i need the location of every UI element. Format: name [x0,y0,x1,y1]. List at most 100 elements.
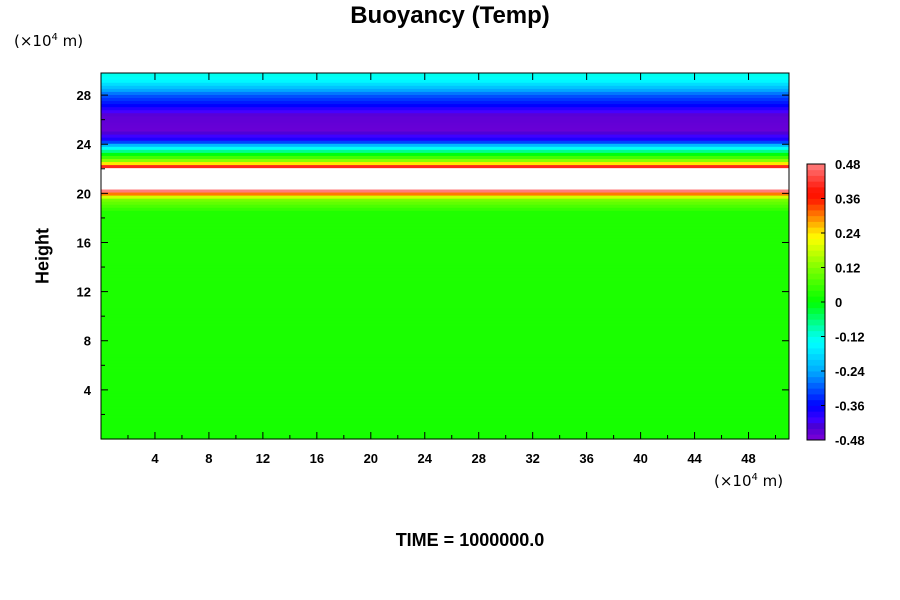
heatmap-field [101,73,789,440]
heatmap-band [101,188,789,193]
heatmap-band [101,283,789,288]
heatmap-band [101,124,789,129]
colorbar-bin [807,198,825,205]
colorbar-bin [807,175,825,182]
colorbar-bin [807,411,825,418]
colorbar-bin [807,169,825,176]
heatmap-band [101,381,789,385]
heatmap-band [101,417,789,422]
heatmap-band [101,374,789,379]
heatmap-band [101,295,789,300]
heatmap-band [101,362,789,367]
heatmap-band [101,292,789,297]
colorbar-bin [807,227,825,234]
heatmap-band [101,423,789,428]
heatmap-band [101,274,789,278]
heatmap-band [101,210,789,214]
heatmap-band [101,365,789,370]
colorbar-bin [807,422,825,429]
heatmap-band [101,179,789,184]
heatmap-band [101,259,789,263]
colorbar-bin [807,399,825,406]
x-tick-label: 4 [151,451,159,466]
colorbar-tick-label: -0.48 [835,433,865,448]
colorbar-bin [807,319,825,326]
heatmap-band [101,130,789,135]
heatmap-band [101,185,789,190]
colorbar: 0.48 0.36 0.24 0.12 0 -0.12 -0.24 -0.36 -0.48 [806,157,865,448]
heatmap-band [101,121,789,126]
colorbar-bin [807,233,825,240]
colorbar-bin [807,238,825,245]
heatmap-band [101,265,789,269]
heatmap-band [101,396,789,400]
heatmap-band [101,146,789,150]
heatmap-band [101,393,789,397]
heatmap-band [101,237,789,242]
heatmap-band [101,106,789,111]
y-unit-exponent: 4 [51,32,58,43]
heatmap-band [101,219,789,224]
heatmap-band [101,414,789,419]
heatmap-band [101,201,789,205]
heatmap-band [101,85,789,89]
colorbar-tick-label: 0.24 [835,226,861,241]
colorbar-bin [807,336,825,343]
heatmap-band [101,91,789,95]
colorbar-bin [807,394,825,401]
colorbar-bin [807,302,825,309]
colorbar-bin [807,313,825,320]
heatmap-band [101,350,789,355]
heatmap-band [101,234,789,239]
y-tick-label: 8 [84,334,91,349]
x-tick-label: 36 [579,451,593,466]
colorbar-bin [807,261,825,268]
heatmap-band [101,378,789,382]
colorbar-bin [807,353,825,360]
colorbar-tick-label: 0.12 [835,261,860,276]
colorbar-bin [807,267,825,274]
colorbar-bin [807,279,825,286]
colorbar-bin [807,376,825,383]
heatmap-band [101,301,789,306]
colorbar-bin [807,417,825,424]
colorbar-bin [807,181,825,188]
heatmap-band [101,429,789,434]
y-tick-label: 12 [77,285,91,300]
heatmap-band [101,307,789,312]
y-tick-label: 20 [77,186,91,201]
heatmap-band [101,140,789,144]
heatmap-band [101,191,789,196]
colorbar-bin [807,382,825,389]
heatmap-band [101,182,789,187]
colorbar-bin [807,164,825,171]
colorbar-bin [807,284,825,291]
heatmap-band [101,411,789,416]
colorbar-bin [807,434,825,441]
heatmap-band [101,204,789,208]
heatmap-band [101,76,789,80]
heatmap-band [101,228,789,233]
heatmap-band [101,152,789,156]
heatmap-band [101,176,789,181]
heatmap-band [101,243,789,248]
heatmap-band [101,298,789,303]
heatmap-band [101,289,789,294]
x-tick-label: 32 [525,451,539,466]
heatmap-band [101,103,789,108]
heatmap-band [101,387,789,391]
heatmap-band [101,158,789,163]
y-tick-label: 4 [84,383,92,398]
heatmap-band [101,426,789,431]
heatmap-band [101,216,789,220]
colorbar-bin [807,342,825,349]
heatmap-band [101,323,789,327]
y-axis-unit: (×104 m) [14,32,83,50]
heatmap-band [101,94,789,98]
colorbar-tick-label: -0.36 [835,399,865,414]
chart-title: Buoyancy (Temp) [350,2,550,29]
plot-frame [100,72,790,440]
heatmap-band [101,79,789,83]
x-tick-label: 44 [687,451,702,466]
